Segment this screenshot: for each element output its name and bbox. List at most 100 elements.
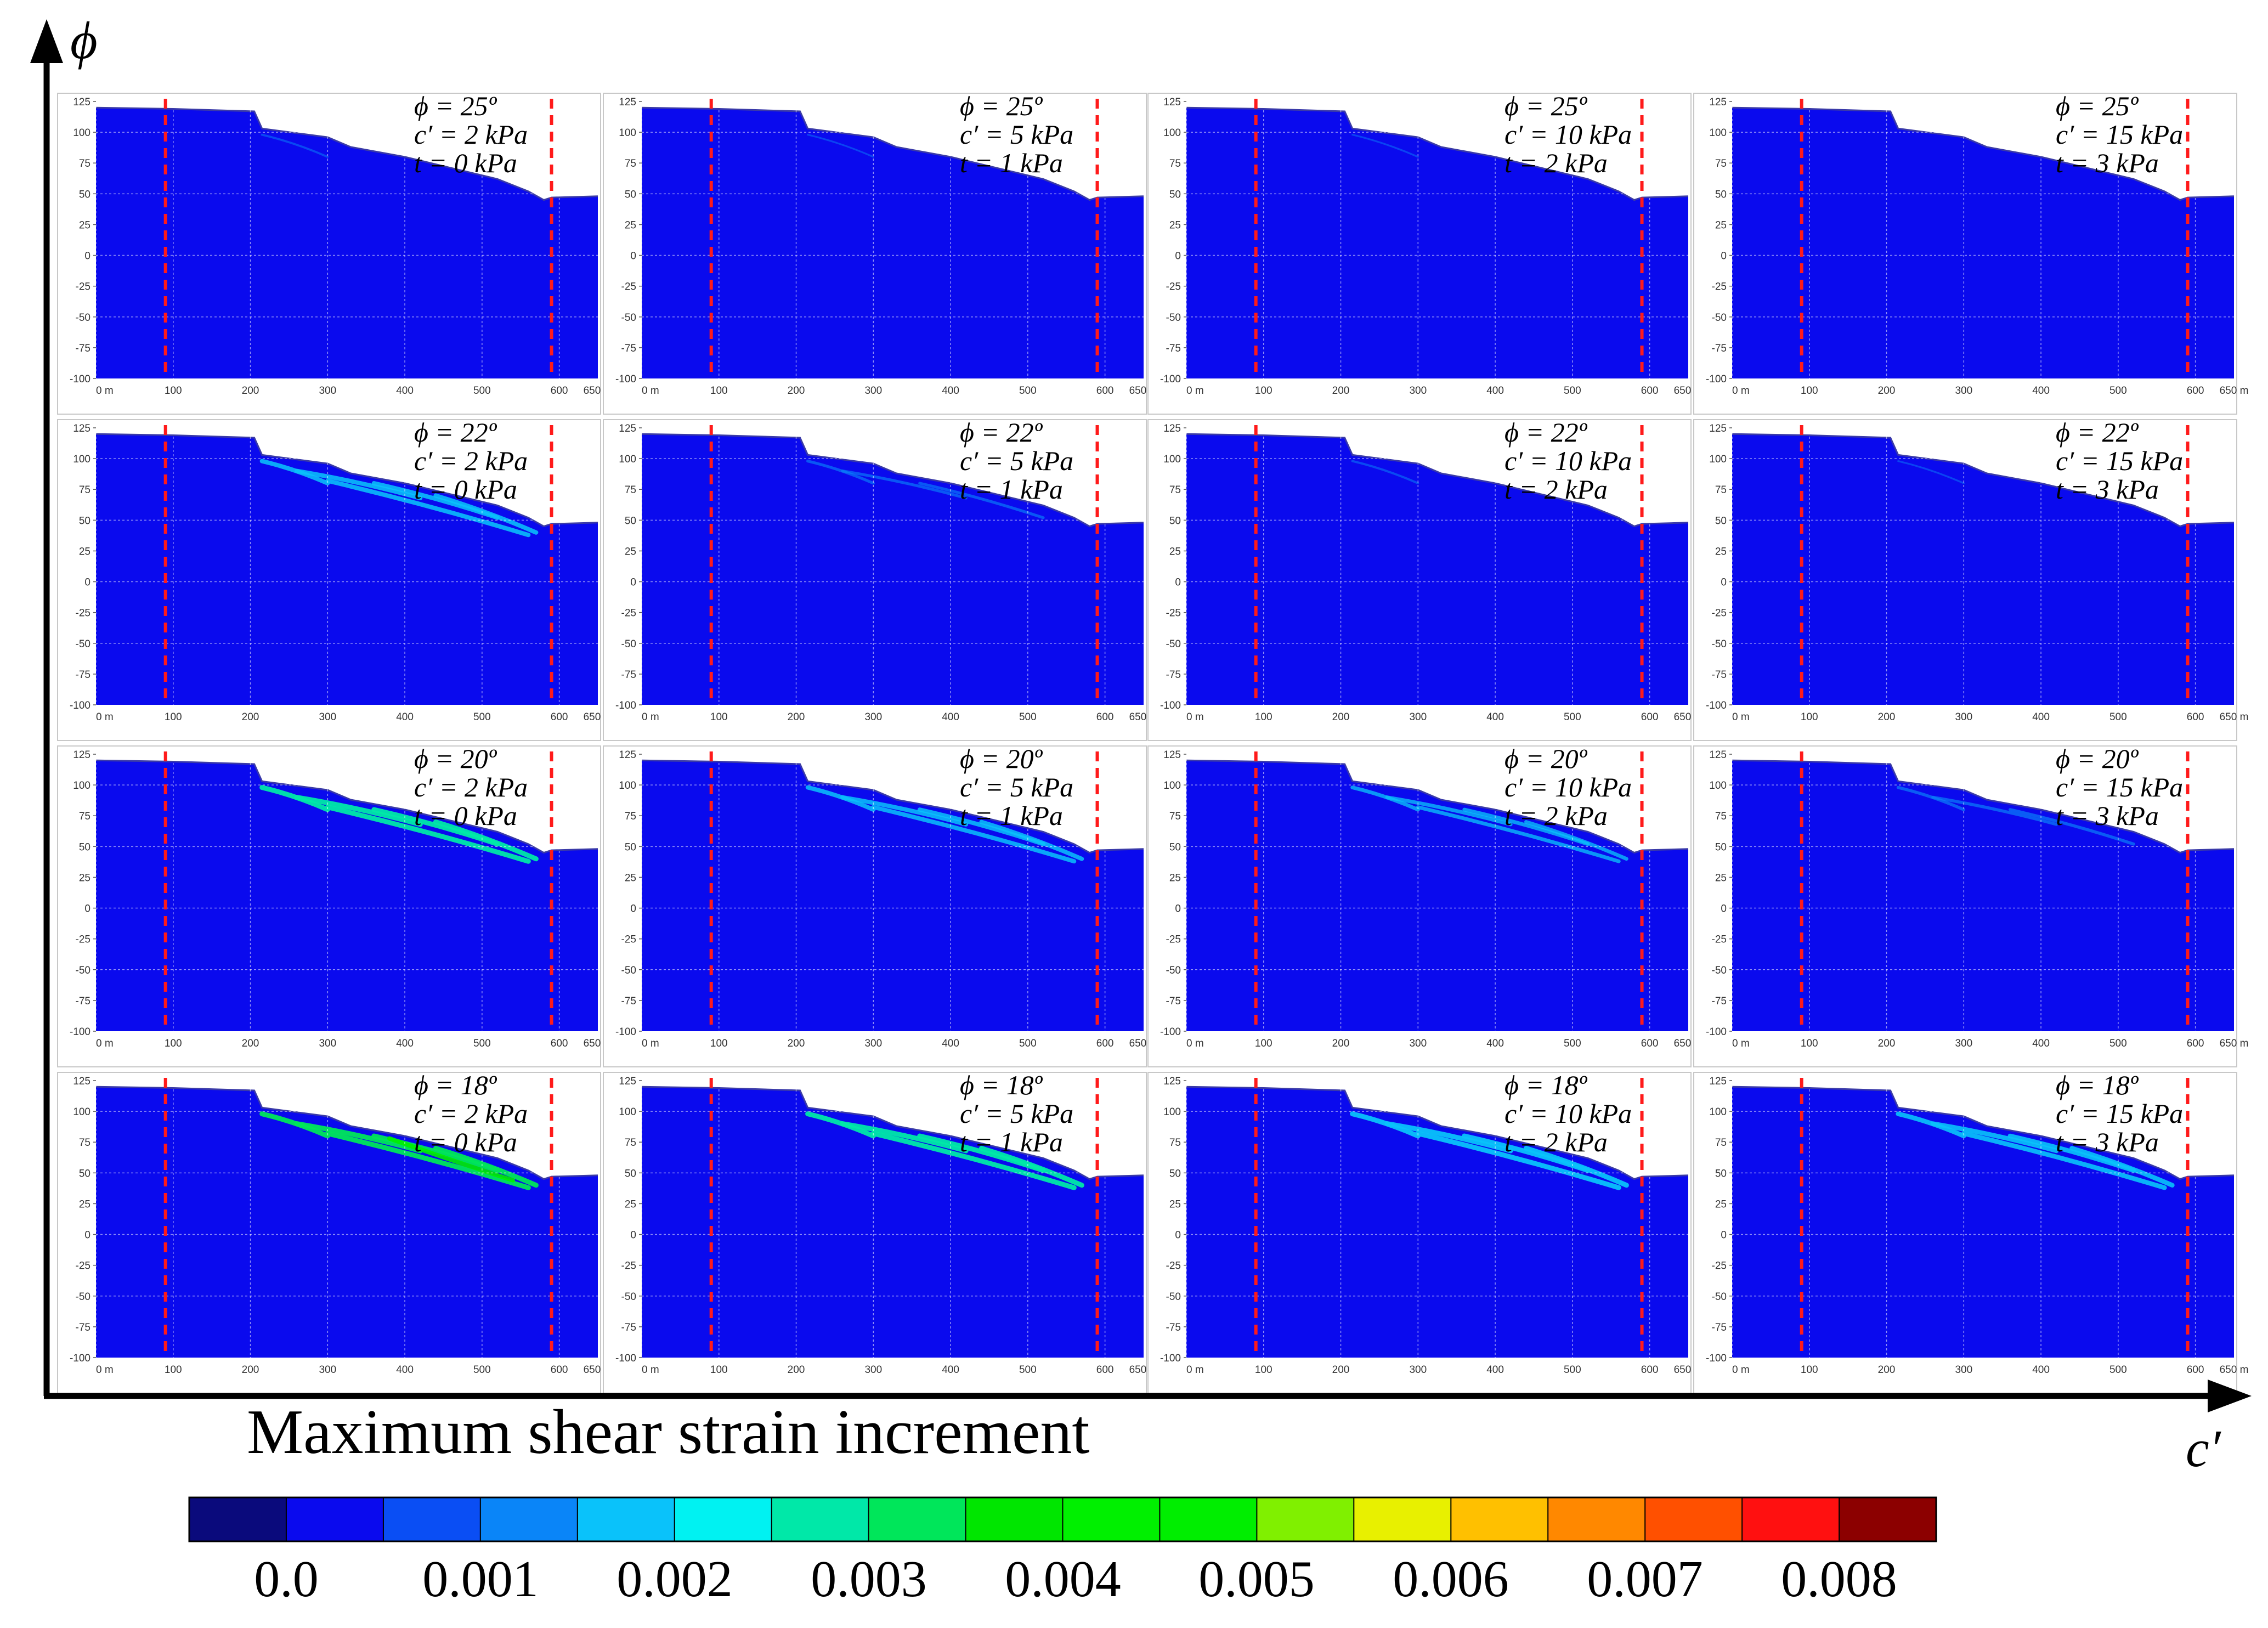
shear-band: [433, 493, 539, 535]
y-tick-label: 125: [73, 97, 91, 108]
tensile-annotation: t = 2 kPa: [1505, 148, 1608, 178]
panel: 125 100 75 50 25 0 -25 -50 -75 -100 0 m 100 200 300 40…: [603, 743, 1158, 1067]
y-tick-label: -100: [1706, 1353, 1727, 1364]
tensile-annotation: t = 0 kPa: [414, 1127, 517, 1157]
y-tick-label: -75: [621, 1322, 636, 1333]
y-tick-label: -50: [1712, 312, 1727, 324]
y-tick-label: 75: [625, 484, 636, 496]
y-tick-label: 25: [79, 1199, 91, 1210]
tensile-annotation: t = 2 kPa: [1505, 1127, 1608, 1157]
colorbar-swatch: [1450, 1497, 1549, 1542]
shear-band: [1896, 785, 1966, 811]
phi-annotation: ϕ = 18º: [960, 1070, 1043, 1100]
shear-band: [1416, 805, 1621, 863]
y-tick-label: 100: [1709, 1106, 1727, 1118]
x-tick-label: 300: [864, 711, 882, 723]
x-tick-label: 400: [942, 385, 959, 397]
y-tick-label: -25: [76, 281, 91, 293]
tensile-annotation: t = 0 kPa: [414, 800, 517, 831]
y-tick-label: 25: [1169, 546, 1181, 557]
x-tick-label: 500: [1019, 385, 1037, 397]
shear-band: [806, 460, 875, 485]
shear-band: [870, 1131, 1077, 1190]
y-tick-label: 125: [1163, 1076, 1181, 1087]
shear-band: [433, 1145, 539, 1188]
colorbar-swatch: [965, 1497, 1064, 1542]
y-tick-label: 75: [1715, 1137, 1727, 1149]
phi-annotation: ϕ = 22º: [414, 417, 497, 448]
x-tick-label: 300: [319, 711, 336, 723]
x-tick-label: 0 m: [642, 1038, 659, 1049]
x-tick-label: 500: [473, 385, 491, 397]
shear-band: [979, 819, 1084, 861]
x-tick-label: 600: [1096, 1364, 1114, 1376]
soil-body: [1732, 760, 2234, 1031]
phi-annotation: ϕ = 22º: [2056, 417, 2139, 448]
colorbar-swatch: [382, 1497, 482, 1542]
y-tick-label: -100: [70, 700, 91, 711]
x-tick-label: 400: [396, 1364, 414, 1376]
y-tick-label: 25: [79, 219, 91, 231]
colorbar-swatch: [1062, 1497, 1161, 1542]
y-tick-label: 50: [625, 841, 636, 853]
y-tick-label: 0: [1175, 577, 1181, 589]
y-tick-label: 125: [619, 423, 636, 434]
y-tick-label: 75: [625, 158, 636, 169]
soil-body: [642, 108, 1144, 378]
ground-surface: [1186, 106, 1689, 201]
cohesion-annotation: c′ = 15 kPa: [2056, 1098, 2183, 1129]
panel: 125 100 75 50 25 0 -25 -50 -75 -100 0 m 100 200 300 40…: [603, 1070, 1158, 1394]
cohesion-annotation: c′ = 10 kPa: [1505, 119, 1632, 150]
y-tick-label: 0: [1175, 251, 1181, 262]
y-tick-label: 0: [630, 1230, 636, 1241]
y-tick-label: 100: [73, 1106, 91, 1118]
panel: 125 100 75 50 25 0 -25 -50 -75 -100 0 m 100 200 300 40…: [1693, 417, 2248, 741]
x-tick-label: 300: [1955, 385, 1972, 397]
x-tick-label: 600: [1641, 1364, 1659, 1376]
panel: 125 100 75 50 25 0 -25 -50 -75 -100 0 m 100 200 300 40…: [1147, 1070, 1703, 1394]
shear-band: [979, 1145, 1084, 1188]
colorbar-swatch: [674, 1497, 773, 1542]
y-tick-label: 25: [1715, 872, 1727, 884]
y-tick-label: 50: [1169, 515, 1181, 527]
y-tick-label: 75: [79, 484, 91, 496]
tensile-annotation: t = 3 kPa: [2056, 1127, 2159, 1157]
colorbar-border: [188, 1496, 1937, 1542]
y-tick-label: -50: [76, 965, 91, 976]
ground-surface: [1732, 106, 2235, 201]
shear-band: [1351, 460, 1419, 484]
x-tick-label: 300: [319, 385, 336, 397]
colorbar-tick-label: 0.0: [254, 1551, 319, 1608]
phi-annotation: ϕ = 25º: [1505, 91, 1588, 121]
ground-surface: [1732, 433, 2235, 528]
y-tick-label: -75: [1712, 343, 1727, 354]
shear-band: [1897, 460, 1965, 484]
colorbar-swatch: [1256, 1497, 1355, 1542]
cohesion-annotation: c′ = 10 kPa: [1505, 445, 1632, 476]
x-tick-label: 600: [2187, 711, 2204, 723]
x-tick-label: 100: [165, 1364, 182, 1376]
x-tick-label: 0 m: [642, 711, 659, 723]
x-tick-label: 100: [165, 1038, 182, 1049]
x-tick-label: 0 m: [96, 385, 114, 397]
x-tick-label: 200: [242, 385, 259, 397]
x-tick-label: 100: [1801, 1038, 1818, 1049]
x-tick-label: 200: [242, 711, 259, 723]
y-tick-label: -25: [621, 934, 636, 946]
y-tick-label: -50: [621, 312, 636, 324]
cohesion-annotation: c′ = 5 kPa: [960, 1098, 1073, 1129]
x-tick-label: 300: [319, 1364, 336, 1376]
y-tick-label: 25: [1169, 219, 1181, 231]
y-tick-label: 100: [1709, 780, 1727, 792]
x-tick-label: 600: [1096, 385, 1114, 397]
x-tick-label: 200: [242, 1038, 259, 1049]
y-tick-label: -75: [76, 343, 91, 354]
x-tick-label: 400: [1486, 385, 1504, 397]
colorbar-swatch: [771, 1497, 870, 1542]
y-tick-label: -50: [76, 638, 91, 650]
soil-body: [1186, 108, 1688, 378]
y-tick-label: -75: [76, 1322, 91, 1333]
y-tick-label: -25: [621, 608, 636, 619]
y-tick-label: 125: [73, 423, 91, 434]
x-tick-label: 100: [165, 385, 182, 397]
